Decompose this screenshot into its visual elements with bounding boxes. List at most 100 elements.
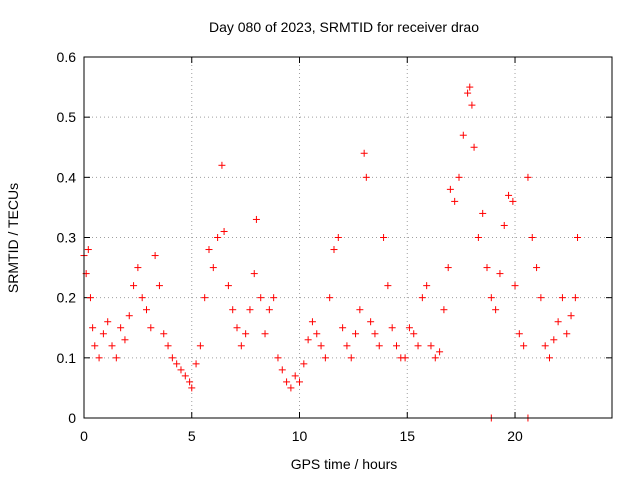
data-point (520, 342, 528, 350)
data-point (330, 246, 338, 254)
y-tick-label: 0.5 (57, 109, 77, 125)
data-point (257, 294, 265, 302)
data-point (371, 330, 379, 338)
chart-title: Day 080 of 2023, SRMTID for receiver dra… (209, 19, 479, 35)
data-point (554, 318, 562, 326)
data-point (117, 324, 125, 332)
data-point (278, 366, 286, 374)
data-point (528, 234, 536, 241)
data-point (89, 324, 97, 332)
data-point (401, 354, 409, 362)
data-point (246, 306, 254, 314)
data-point (474, 234, 482, 241)
data-point (112, 354, 120, 362)
data-point (479, 209, 487, 217)
x-tick-label: 5 (188, 428, 196, 444)
data-point (384, 282, 392, 290)
data-point (218, 161, 226, 169)
data-point (380, 234, 388, 241)
data-point (237, 342, 245, 350)
data-point (300, 360, 308, 368)
data-point (558, 294, 566, 302)
data-point (571, 294, 579, 302)
data-point (214, 234, 222, 241)
data-point (440, 306, 448, 314)
data-point (515, 330, 523, 338)
data-point (104, 318, 112, 326)
data-point (533, 264, 541, 272)
data-point (99, 330, 107, 338)
data-point (511, 282, 519, 290)
data-point (304, 336, 312, 344)
data-point (500, 221, 508, 229)
data-point (455, 173, 463, 181)
data-point (142, 306, 150, 314)
y-tick-label: 0.4 (57, 169, 77, 185)
data-point (173, 360, 181, 368)
data-point (343, 342, 351, 350)
data-point (352, 330, 360, 338)
x-tick-label: 20 (507, 428, 523, 444)
data-point (360, 149, 368, 157)
data-point (550, 336, 558, 344)
data-point (224, 282, 232, 290)
data-point (147, 324, 155, 332)
y-tick-label: 0.3 (57, 230, 77, 246)
y-tick-label: 0.2 (57, 290, 77, 306)
data-point (483, 264, 491, 272)
data-point (265, 306, 273, 314)
grid (84, 57, 612, 418)
data-point (229, 306, 237, 314)
data-point (427, 342, 435, 350)
data-point (134, 264, 142, 272)
data-point (84, 246, 92, 254)
data-point (505, 191, 513, 199)
data-point (250, 270, 258, 278)
data-point (155, 282, 163, 290)
data-point (186, 378, 194, 386)
data-point (86, 294, 94, 302)
data-point (188, 384, 196, 392)
data-point (326, 294, 334, 302)
data-point (546, 354, 554, 362)
data-point (464, 89, 472, 97)
data-point (392, 342, 400, 350)
data-point (181, 372, 189, 380)
x-tick-label: 10 (292, 428, 308, 444)
data-point (283, 378, 291, 386)
data-point (242, 330, 250, 338)
y-tick-label: 0 (68, 410, 76, 426)
y-tick-label: 0.1 (57, 350, 77, 366)
data-point (436, 348, 444, 356)
data-point (91, 342, 99, 350)
data-point (466, 83, 474, 91)
y-axis-ticks: 0 0.1 0.2 0.3 0.4 0.5 0.6 (57, 49, 612, 426)
data-point (125, 312, 133, 320)
data-point (496, 270, 504, 278)
data-point (296, 378, 304, 386)
data-point (151, 252, 159, 260)
data-point (537, 294, 545, 302)
data-point (423, 282, 431, 290)
data-point (574, 234, 582, 241)
data-point (418, 294, 426, 302)
data-point (509, 197, 517, 205)
data-point (451, 197, 459, 205)
data-point (367, 318, 375, 326)
data-point (233, 324, 241, 332)
plot-frame (83, 56, 613, 419)
data-point (492, 306, 500, 314)
data-point (160, 330, 168, 338)
data-point (317, 342, 325, 350)
data-point (339, 324, 347, 332)
data-point (261, 330, 269, 338)
data-point (274, 354, 282, 362)
data-point (196, 342, 204, 350)
data-point (168, 354, 176, 362)
data-point (205, 246, 213, 254)
x-tick-label: 0 (80, 428, 88, 444)
data-point (313, 330, 321, 338)
x-tick-label: 15 (399, 428, 415, 444)
data-point (347, 354, 355, 362)
